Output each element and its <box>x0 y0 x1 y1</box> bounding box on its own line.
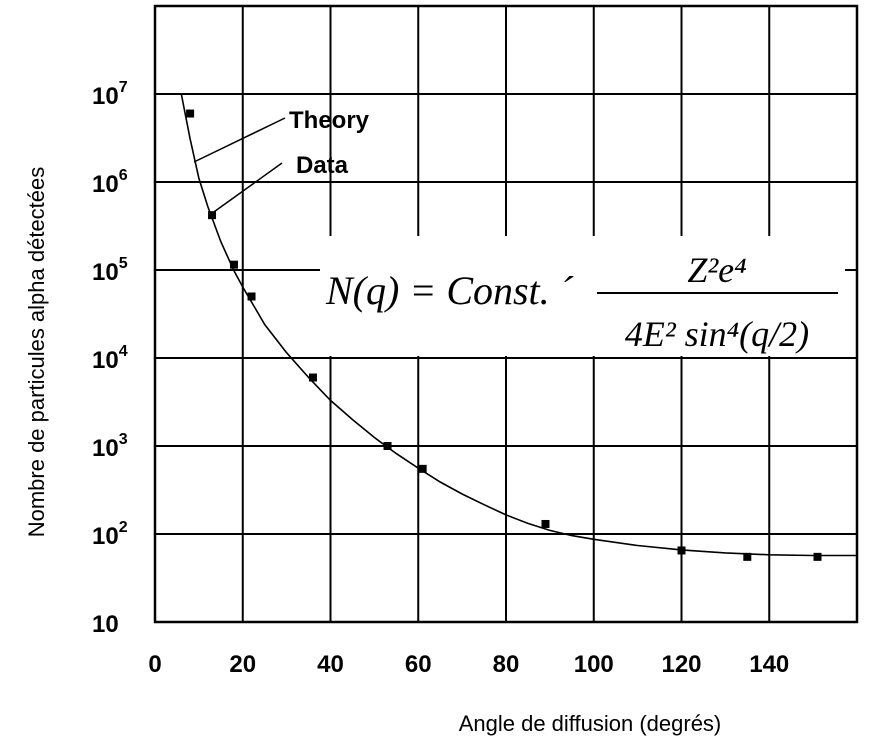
data-point <box>418 464 427 473</box>
legend-data-leader <box>210 162 283 215</box>
data-points-layer <box>186 109 822 561</box>
theory-curve <box>180 93 857 557</box>
formula-numerator: Z²e⁴ <box>687 250 746 290</box>
data-point <box>247 292 256 301</box>
data-point <box>541 519 550 528</box>
data-point <box>743 552 752 561</box>
theory-curve-layer <box>180 93 857 557</box>
data-point <box>813 552 822 561</box>
data-point <box>308 373 317 382</box>
y-tick-label: 104 <box>92 343 128 374</box>
x-tick-labels: 0 20 40 60 80 100 120 140 <box>148 651 789 678</box>
x-tick-label: 20 <box>229 651 256 678</box>
y-tick-label: 10 <box>92 611 119 638</box>
legend-theory-leader <box>193 117 286 163</box>
plot-frame <box>153 4 859 624</box>
y-tick-label: 106 <box>92 167 128 198</box>
data-point <box>208 211 217 220</box>
data-point <box>383 442 392 450</box>
x-tick-label: 80 <box>493 651 520 678</box>
x-axis-title: Angle de diffusion (degrés) <box>459 711 722 736</box>
formula-box <box>320 236 845 356</box>
x-tick-label: 140 <box>749 651 789 678</box>
formula-annotation: N(q) = Const. ´ Z²e⁴ 4E² sin⁴(q/2) <box>320 236 845 356</box>
y-tick-label: 105 <box>92 255 128 286</box>
formula-lhs: N(q) = Const. ´ <box>325 268 574 313</box>
data-point <box>186 109 195 118</box>
data-point <box>677 546 686 555</box>
x-tick-label: 60 <box>405 651 432 678</box>
y-tick-label: 103 <box>92 431 128 462</box>
legend-theory-label: Theory <box>289 107 370 134</box>
y-axis-title: Nombre de particules alpha détectées <box>24 167 49 538</box>
legend: Theory Data <box>193 107 370 215</box>
x-tick-label: 0 <box>148 651 161 678</box>
y-tick-label: 107 <box>92 79 128 110</box>
y-tick-labels: 107 106 105 104 103 102 10 <box>92 79 128 638</box>
y-tick-label: 102 <box>92 519 128 550</box>
data-point <box>229 260 238 269</box>
x-tick-label: 40 <box>317 651 344 678</box>
legend-data-label: Data <box>296 152 349 179</box>
x-tick-label: 100 <box>574 651 614 678</box>
formula-denominator: 4E² sin⁴(q/2) <box>625 314 809 354</box>
x-tick-label: 120 <box>661 651 701 678</box>
